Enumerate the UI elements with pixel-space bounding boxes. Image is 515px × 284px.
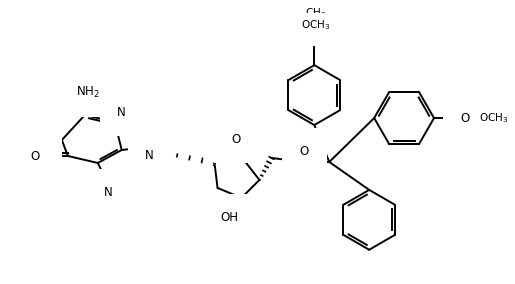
Text: O: O [460, 112, 470, 125]
Text: HN: HN [26, 135, 44, 147]
Text: OMe: OMe [305, 8, 330, 18]
Text: OH: OH [220, 211, 238, 224]
Text: O: O [310, 16, 319, 29]
Text: O: O [232, 133, 241, 147]
Text: O: O [300, 147, 309, 160]
Text: NH$_2$: NH$_2$ [76, 85, 100, 101]
Text: N: N [117, 106, 126, 118]
Text: CH$_3$: CH$_3$ [305, 6, 326, 20]
Text: O: O [310, 19, 319, 32]
Text: O: O [31, 151, 40, 164]
Text: CH$_3$: CH$_3$ [489, 111, 510, 125]
Text: O: O [466, 112, 475, 125]
Text: OH: OH [222, 211, 241, 224]
Text: O: O [458, 112, 468, 126]
Text: N: N [104, 186, 112, 199]
Text: O: O [300, 145, 309, 158]
Text: N: N [145, 149, 154, 162]
Text: O: O [32, 151, 42, 164]
Text: O: O [310, 22, 319, 35]
Text: HN: HN [26, 133, 44, 147]
Text: OCH$_3$: OCH$_3$ [301, 18, 330, 32]
Polygon shape [231, 198, 242, 219]
Text: NH$_2$: NH$_2$ [76, 85, 100, 100]
Text: OCH$_3$: OCH$_3$ [479, 111, 508, 125]
Text: O: O [232, 133, 241, 145]
Text: N: N [148, 151, 157, 164]
Text: O: O [472, 112, 482, 125]
Text: N: N [105, 188, 113, 201]
Text: O: O [310, 16, 319, 29]
Text: N: N [121, 108, 129, 121]
